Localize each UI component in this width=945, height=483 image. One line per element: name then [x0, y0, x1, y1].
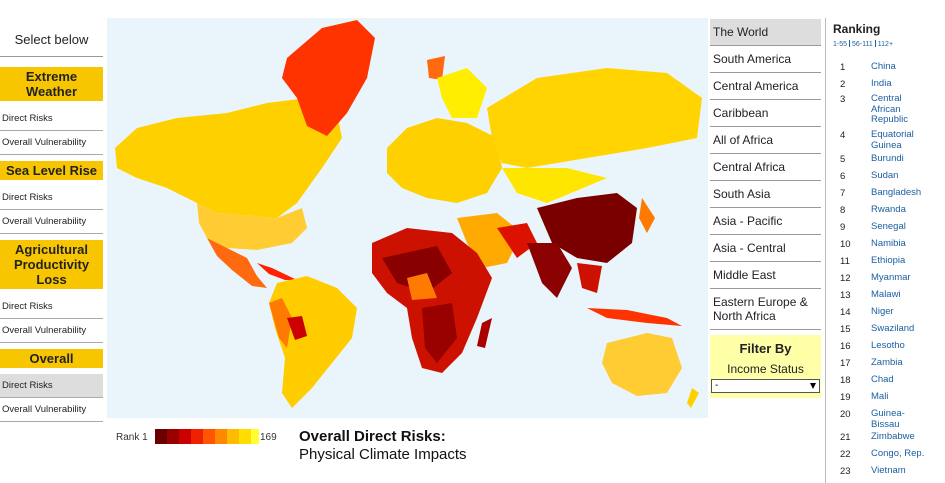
section-header[interactable]: Extreme Weather: [0, 67, 103, 101]
section-item[interactable]: Overall Vulnerability: [0, 131, 103, 155]
country-link[interactable]: Burundi: [871, 153, 904, 164]
rank-number: 7: [840, 188, 846, 199]
separator: [874, 40, 876, 47]
region-list: The World South America Central America Car…: [710, 19, 821, 330]
section-item[interactable]: Direct Risks: [0, 186, 103, 210]
rank-number: 6: [840, 171, 846, 182]
rank-number: 19: [840, 392, 851, 403]
country-link[interactable]: Equatorial Guinea: [871, 129, 914, 151]
world-map: [107, 18, 708, 418]
section-item[interactable]: Overall Vulnerability: [0, 210, 103, 234]
legend: Rank 1 169: [113, 427, 283, 447]
rank-number: 4: [840, 130, 846, 141]
country-link[interactable]: Senegal: [871, 221, 906, 232]
section-header[interactable]: Overall: [0, 349, 103, 368]
filter-panel: Filter By Income Status -: [710, 335, 821, 398]
country-link[interactable]: Guinea-Bissau: [871, 408, 905, 430]
filter-label: Income Status: [727, 362, 804, 376]
rank-number: 2: [840, 79, 846, 90]
country-link[interactable]: Zimbabwe: [871, 431, 915, 442]
section-item[interactable]: Direct Risks: [0, 295, 103, 319]
rank-number: 23: [840, 466, 851, 477]
section-item[interactable]: Direct Risks: [0, 107, 103, 131]
rank-number: 12: [840, 273, 851, 284]
rank-number: 5: [840, 154, 846, 165]
country-link[interactable]: India: [871, 78, 892, 89]
section-header[interactable]: Sea Level Rise: [0, 161, 103, 180]
page-link[interactable]: 112+: [877, 41, 894, 48]
sidebar: Select below Extreme Weather Direct Risks…: [0, 26, 103, 428]
map-caption: Overall Direct Risks: Physical Climate I…: [299, 428, 467, 463]
country-link[interactable]: Namibia: [871, 238, 906, 249]
legend-scale: Rank 1 169: [113, 427, 283, 447]
page-link[interactable]: 56-111: [852, 41, 873, 48]
page-link[interactable]: 1-55: [833, 41, 848, 48]
rank-number: 22: [840, 449, 851, 460]
rank-number: 21: [840, 432, 851, 443]
country-link[interactable]: Central African Republic: [871, 93, 908, 125]
region-link[interactable]: All of Africa: [710, 127, 821, 154]
rank-number: 1: [840, 62, 846, 73]
legend-end: 169: [260, 432, 277, 443]
filter-title: Filter By: [739, 341, 792, 356]
section-item[interactable]: Overall Vulnerability: [0, 319, 103, 343]
country-link[interactable]: Myanmar: [871, 272, 911, 283]
country-link[interactable]: Sudan: [871, 170, 899, 181]
country-link[interactable]: Chad: [871, 374, 894, 385]
income-select[interactable]: -: [711, 379, 820, 393]
rank-number: 16: [840, 341, 851, 352]
rank-number: 8: [840, 205, 846, 216]
country-link[interactable]: Mali: [871, 391, 889, 402]
rank-number: 20: [840, 409, 851, 420]
region-link[interactable]: Eastern Europe & North Africa: [710, 289, 821, 330]
region-link[interactable]: Asia - Central: [710, 235, 821, 262]
country-link[interactable]: Rwanda: [871, 204, 906, 215]
region-link[interactable]: Central America: [710, 73, 821, 100]
country-link[interactable]: Lesotho: [871, 340, 905, 351]
section-item[interactable]: Direct Risks: [0, 374, 103, 398]
caption-title: Overall Direct Risks:: [299, 428, 446, 445]
ranking-panel: Ranking 1-55 56-111 112+ 1 China 2 India 3 Cent…: [825, 18, 945, 483]
region-link[interactable]: Caribbean: [710, 100, 821, 127]
rank-number: 13: [840, 290, 851, 301]
region-link[interactable]: Asia - Pacific: [710, 208, 821, 235]
rank-number: 9: [840, 222, 846, 233]
separator: [849, 40, 851, 47]
ranking-title: Ranking: [833, 22, 881, 36]
section-item[interactable]: Overall Vulnerability: [0, 398, 103, 422]
country-link[interactable]: Zambia: [871, 357, 903, 368]
caption-subtitle: Physical Climate Impacts: [299, 446, 467, 463]
country-link[interactable]: Swaziland: [871, 323, 915, 334]
country-link[interactable]: Vietnam: [871, 465, 906, 476]
rank-number: 15: [840, 324, 851, 335]
country-link[interactable]: Ethiopia: [871, 255, 906, 266]
region-link[interactable]: Middle East: [710, 262, 821, 289]
rank-number: 11: [840, 256, 850, 267]
country-link[interactable]: Bangladesh: [871, 187, 922, 198]
region-link[interactable]: The World: [710, 19, 821, 46]
rank-number: 10: [840, 239, 851, 250]
region-link[interactable]: South America: [710, 46, 821, 73]
rank-number: 17: [840, 358, 851, 369]
rank-number: 3: [840, 94, 846, 105]
section-header[interactable]: Agricultural Productivity Loss: [0, 240, 103, 289]
ranking-pages: 1-55 56-111 112+: [833, 40, 945, 48]
region-link[interactable]: South Asia: [710, 181, 821, 208]
country-link[interactable]: Congo, Rep.: [871, 448, 925, 459]
region-link[interactable]: Central Africa: [710, 154, 821, 181]
country-link[interactable]: Malawi: [871, 289, 901, 300]
prompt: Select below: [0, 26, 103, 57]
select-value: -: [715, 380, 719, 391]
country-link[interactable]: China: [871, 61, 896, 72]
legend-start: Rank 1: [116, 432, 148, 443]
country-link[interactable]: Niger: [871, 306, 894, 317]
rank-number: 14: [840, 307, 851, 318]
rank-number: 18: [840, 375, 851, 386]
